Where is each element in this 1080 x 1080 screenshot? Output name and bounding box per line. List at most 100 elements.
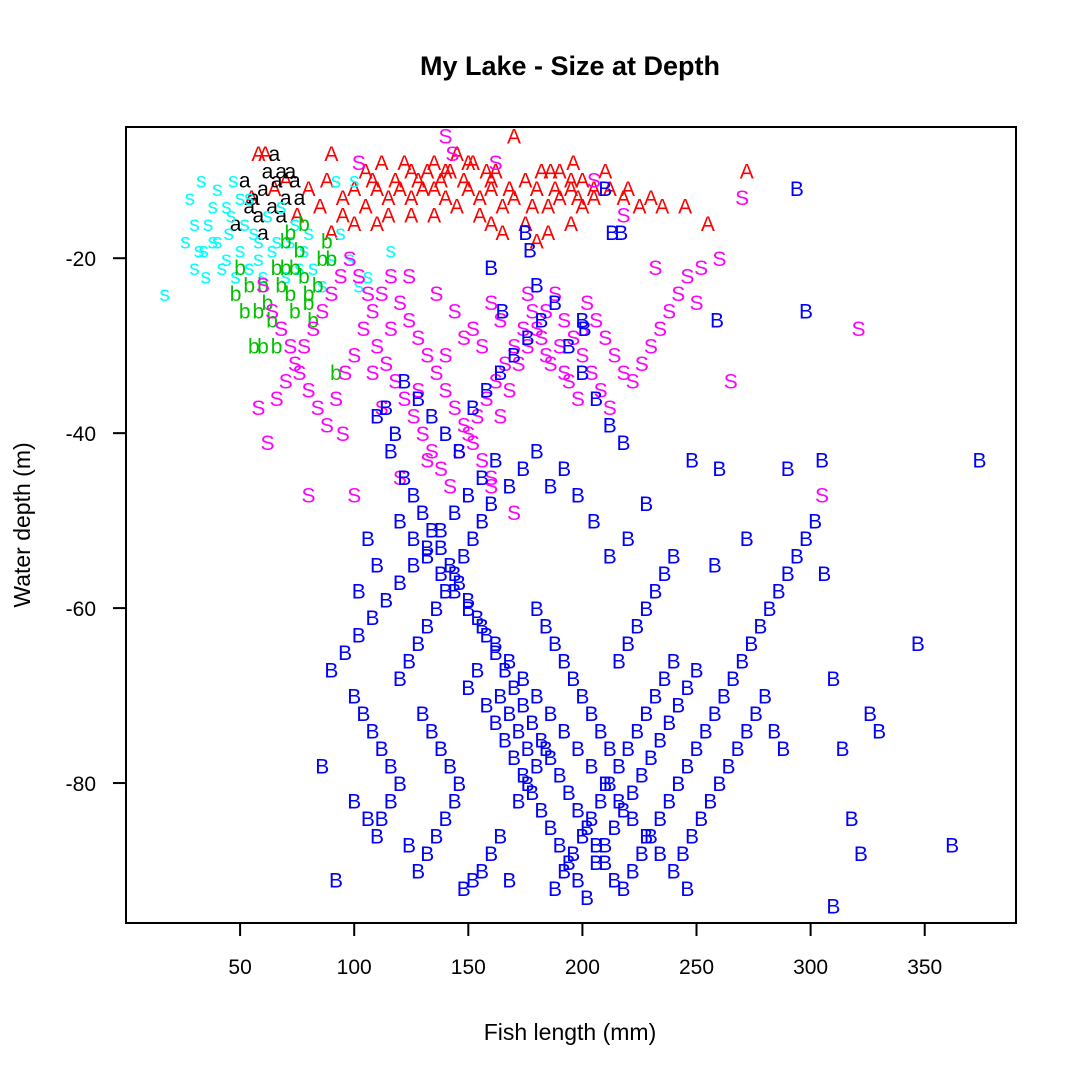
data-point-B: B xyxy=(438,423,452,446)
data-point-b: b xyxy=(289,301,301,324)
data-point-s: s xyxy=(221,248,232,271)
data-point-B: B xyxy=(448,581,462,604)
x-tick-label: 350 xyxy=(907,956,942,979)
data-point-B: B xyxy=(530,441,544,464)
data-point-B: B xyxy=(315,756,329,779)
y-axis-label: Water depth (m) xyxy=(9,442,35,607)
data-point-B: B xyxy=(712,458,726,481)
data-point-A: A xyxy=(701,213,715,236)
data-point-S: S xyxy=(457,327,471,350)
data-point-S: S xyxy=(852,318,866,341)
y-tick-label: -40 xyxy=(66,423,96,446)
data-point-B: B xyxy=(639,826,653,849)
data-point-A: A xyxy=(466,152,480,175)
data-point-A: A xyxy=(484,213,498,236)
data-point-A: A xyxy=(370,213,384,236)
data-point-B: B xyxy=(530,274,544,297)
data-point-B: B xyxy=(407,554,421,577)
data-point-b: b xyxy=(298,213,310,236)
data-point-S: S xyxy=(402,266,416,289)
data-point-B: B xyxy=(578,318,592,341)
data-point-A: A xyxy=(420,161,434,184)
data-point-S: S xyxy=(256,274,270,297)
x-tick-label: 50 xyxy=(228,956,251,979)
data-point-A: A xyxy=(564,213,578,236)
data-point-S: S xyxy=(475,336,489,359)
data-point-s: s xyxy=(253,231,264,254)
data-point-B: B xyxy=(562,336,576,359)
data-point-S: S xyxy=(365,362,379,385)
data-point-B: B xyxy=(758,686,772,709)
data-point-B: B xyxy=(776,738,790,761)
data-point-S: S xyxy=(429,283,443,306)
data-point-S: S xyxy=(557,362,571,385)
data-point-B: B xyxy=(872,721,886,744)
data-point-B: B xyxy=(598,773,612,796)
data-point-B: B xyxy=(393,511,407,534)
data-point-B: B xyxy=(585,756,599,779)
data-point-B: B xyxy=(616,432,630,455)
data-point-b: b xyxy=(284,222,296,245)
data-point-s: s xyxy=(189,213,200,236)
data-point-B: B xyxy=(667,651,681,674)
data-point-B: B xyxy=(489,449,503,472)
data-point-s: s xyxy=(385,239,396,262)
data-point-B: B xyxy=(571,738,585,761)
data-point-B: B xyxy=(826,896,840,919)
data-point-s: s xyxy=(196,169,207,192)
data-point-B: B xyxy=(808,511,822,534)
data-point-A: A xyxy=(450,196,464,219)
data-point-A: A xyxy=(740,161,754,184)
chart-title: My Lake - Size at Depth xyxy=(420,51,720,81)
data-point-B: B xyxy=(370,406,384,429)
data-point-S: S xyxy=(571,388,585,411)
data-point-b: b xyxy=(239,301,251,324)
data-point-S: S xyxy=(507,502,521,525)
data-point-B: B xyxy=(548,292,562,315)
data-point-B: B xyxy=(352,624,366,647)
data-point-B: B xyxy=(461,598,475,621)
data-point-S: S xyxy=(361,283,375,306)
data-point-B: B xyxy=(614,222,628,245)
data-point-A: A xyxy=(543,161,557,184)
data-point-S: S xyxy=(493,406,507,429)
data-point-S: S xyxy=(347,344,361,367)
data-point-B: B xyxy=(945,834,959,857)
data-point-A: A xyxy=(313,196,327,219)
data-point-B: B xyxy=(543,476,557,499)
data-point-B: B xyxy=(653,843,667,866)
data-point-B: B xyxy=(493,362,507,385)
data-point-B: B xyxy=(384,756,398,779)
x-tick-label: 150 xyxy=(451,956,486,979)
data-point-B: B xyxy=(475,467,489,490)
data-point-B: B xyxy=(799,301,813,324)
data-point-B: B xyxy=(911,633,925,656)
data-point-A: A xyxy=(427,204,441,227)
data-point-B: B xyxy=(507,344,521,367)
data-point-B: B xyxy=(740,528,754,551)
data-point-B: B xyxy=(667,546,681,569)
data-point-S: S xyxy=(347,484,361,507)
data-point-s: s xyxy=(180,231,191,254)
data-point-b: b xyxy=(289,257,301,280)
y-tick-label: -60 xyxy=(66,598,96,621)
data-point-B: B xyxy=(461,484,475,507)
data-point-S: S xyxy=(251,397,265,420)
data-point-S: S xyxy=(694,257,708,280)
data-point-B: B xyxy=(523,239,537,262)
data-point-S: S xyxy=(448,301,462,324)
x-tick-label: 200 xyxy=(565,956,600,979)
data-point-B: B xyxy=(397,371,411,394)
data-point-S: S xyxy=(680,266,694,289)
data-point-B: B xyxy=(411,388,425,411)
data-point-B: B xyxy=(587,511,601,534)
data-point-B: B xyxy=(370,554,384,577)
data-point-B: B xyxy=(557,721,571,744)
data-point-B: B xyxy=(557,458,571,481)
data-point-B: B xyxy=(667,861,681,884)
data-point-S: S xyxy=(735,187,749,210)
data-point-s: s xyxy=(331,169,342,192)
data-point-s: s xyxy=(239,213,250,236)
data-point-B: B xyxy=(845,808,859,831)
